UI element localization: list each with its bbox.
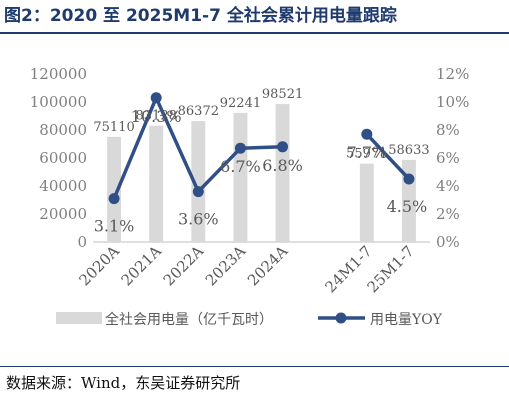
bar-value-label: 58633 xyxy=(388,143,429,158)
y-left-tick-label: 0 xyxy=(77,233,87,251)
y-right-tick-label: 8% xyxy=(436,121,460,139)
y-right-tick-label: 10% xyxy=(436,93,469,111)
yoy-labels: 3.1% 10.3% 3.6% 6.7% 6.8% 7.7% 4.5% xyxy=(94,107,428,236)
bar-value-label: 92241 xyxy=(220,96,261,111)
yoy-point-2020A xyxy=(108,193,120,205)
yoy-line-segment xyxy=(365,133,411,181)
y-right-tick-label: 6% xyxy=(436,149,460,167)
x-tick-label: 25M1-7 xyxy=(364,242,418,296)
yoy-value-label: 10.3% xyxy=(131,107,182,126)
y-left-tick-label: 100000 xyxy=(30,93,87,111)
bar-2020A xyxy=(107,136,122,242)
bar-value-label: 55971 xyxy=(346,147,387,162)
x-tick-label: 2021A xyxy=(118,242,165,289)
y-left-tick-label: 80000 xyxy=(39,121,87,139)
source-note: 数据来源：Wind，东吴证券研究所 xyxy=(6,374,241,392)
yoy-point-2022A xyxy=(192,186,204,198)
bar-2021A xyxy=(149,125,164,242)
yoy-value-label: 4.5% xyxy=(387,197,428,216)
figure-title: 图2：2020 至 2025M1-7 全社会累计用电量跟踪 xyxy=(4,6,397,26)
y-right-tick-label: 12% xyxy=(436,65,469,83)
chart: 0 20000 40000 60000 80000 100000 120000 0% 2% 4% 6… xyxy=(30,65,470,328)
yoy-line-series xyxy=(108,92,415,205)
yoy-point-25M1-7 xyxy=(403,173,415,185)
y-left-tick-label: 60000 xyxy=(39,149,87,167)
x-tick-label: 2023A xyxy=(202,242,249,289)
y-left-tick-label: 20000 xyxy=(39,205,87,223)
yoy-point-24M1-7 xyxy=(361,128,373,140)
yoy-value-label: 3.1% xyxy=(94,217,135,236)
bar-2024A xyxy=(275,104,290,242)
x-tick-label: 2022A xyxy=(160,242,207,289)
yoy-value-label: 7.7% xyxy=(346,143,387,162)
title-divider xyxy=(0,32,509,34)
y-left-tick-label: 120000 xyxy=(30,65,87,83)
y-left-tick-label: 40000 xyxy=(39,177,87,195)
axes: 0 20000 40000 60000 80000 100000 120000 0% 2% 4% 6… xyxy=(30,65,470,251)
y-right-tick-label: 2% xyxy=(436,205,460,223)
yoy-point-2021A xyxy=(150,92,162,104)
legend-line-label: 用电量YOY xyxy=(370,312,443,328)
bar-2023A xyxy=(233,112,248,242)
legend: 全社会用电量（亿千瓦时） 用电量YOY xyxy=(56,311,443,328)
yoy-value-label: 6.7% xyxy=(220,157,261,176)
legend-bar-label: 全社会用电量（亿千瓦时） xyxy=(105,311,273,328)
yoy-point-2024A xyxy=(277,141,289,153)
yoy-value-label: 6.8% xyxy=(262,156,303,175)
bar-value-label: 98521 xyxy=(262,87,303,102)
y-right-tick-label: 0% xyxy=(436,233,460,251)
bar-value-label: 75110 xyxy=(93,120,134,135)
y-right-tick-label: 4% xyxy=(436,177,460,195)
yoy-value-label: 3.6% xyxy=(178,210,219,229)
bar-2022A xyxy=(191,121,206,242)
legend-bar-swatch xyxy=(56,312,102,324)
bar-value-label: 86372 xyxy=(178,104,219,119)
x-tick-label: 2024A xyxy=(244,242,291,289)
bar-24M1-7 xyxy=(359,163,374,242)
yoy-point-2023A xyxy=(234,142,246,154)
legend-line-marker xyxy=(335,312,347,324)
footer-divider xyxy=(0,366,509,367)
